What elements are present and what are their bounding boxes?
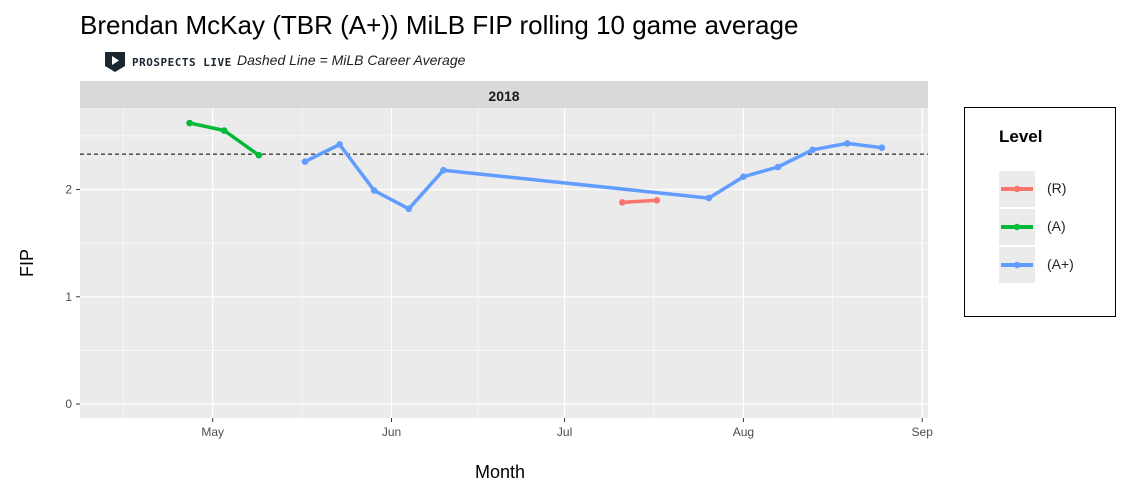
- y-tick-label: 2: [65, 183, 72, 197]
- data-point-1-0: [186, 119, 193, 127]
- legend-label-a: (A): [1047, 218, 1066, 234]
- chart-title: Brendan McKay (TBR (A+)) MiLB FIP rollin…: [80, 10, 799, 40]
- legend-item-r: (R): [999, 171, 1119, 207]
- legend-key-a-plus: [999, 247, 1035, 283]
- chart-subtitle: Dashed Line = MiLB Career Average: [237, 52, 466, 68]
- y-axis-title: FIP: [17, 249, 37, 277]
- logo-text: PROSPECTS LIVE: [132, 55, 232, 69]
- data-point-2-1: [336, 141, 343, 148]
- data-point-2-5: [705, 194, 713, 202]
- data-point-2-0: [301, 158, 309, 165]
- play-shield-icon: [105, 52, 125, 72]
- legend-point-a: [1013, 223, 1021, 231]
- data-point-2-6: [740, 173, 747, 180]
- legend-point-a-plus: [1013, 261, 1021, 269]
- data-point-0-0: [618, 199, 626, 206]
- x-tick-label: Sep: [912, 425, 934, 439]
- legend-title: Level: [999, 127, 1043, 146]
- facet-label: 2018: [488, 88, 519, 104]
- y-tick-label: 1: [65, 290, 72, 304]
- legend-item-a-plus: (A+): [999, 247, 1119, 283]
- y-tick-label: 0: [65, 397, 72, 411]
- data-point-2-10: [878, 144, 886, 151]
- facet-strip: [80, 81, 928, 108]
- data-point-0-1: [653, 196, 661, 204]
- data-point-2-8: [809, 146, 816, 154]
- x-tick-label: Aug: [733, 425, 754, 439]
- data-point-1-2: [255, 151, 263, 159]
- legend-key-r: [999, 171, 1035, 207]
- series-line-0: [620, 198, 659, 205]
- data-point-2-9: [843, 140, 851, 147]
- x-tick-label: May: [201, 425, 224, 439]
- plot-panel: [80, 108, 928, 418]
- x-axis-title: Month: [475, 462, 525, 482]
- prospects-live-logo: PROSPECTS LIVE: [104, 51, 232, 73]
- fip-line-chart: 2018 0 1 2 May Jun Jul Aug Sep Month FIP: [17, 81, 934, 482]
- legend-point-r: [1013, 185, 1021, 193]
- data-point-2-7: [774, 163, 782, 171]
- data-point-2-4: [440, 166, 447, 174]
- x-tick-label: Jun: [382, 425, 401, 439]
- data-point-2-3: [405, 205, 413, 213]
- data-point-2-2: [370, 187, 378, 194]
- legend-item-a: (A): [999, 209, 1119, 245]
- data-point-1-1: [220, 127, 228, 134]
- legend-label-a-plus: (A+): [1047, 256, 1074, 272]
- legend-key-a: [999, 209, 1035, 245]
- legend-label-r: (R): [1047, 180, 1067, 196]
- x-tick-label: Jul: [557, 425, 572, 439]
- legend: Level (R) (A) (A+): [964, 107, 1116, 317]
